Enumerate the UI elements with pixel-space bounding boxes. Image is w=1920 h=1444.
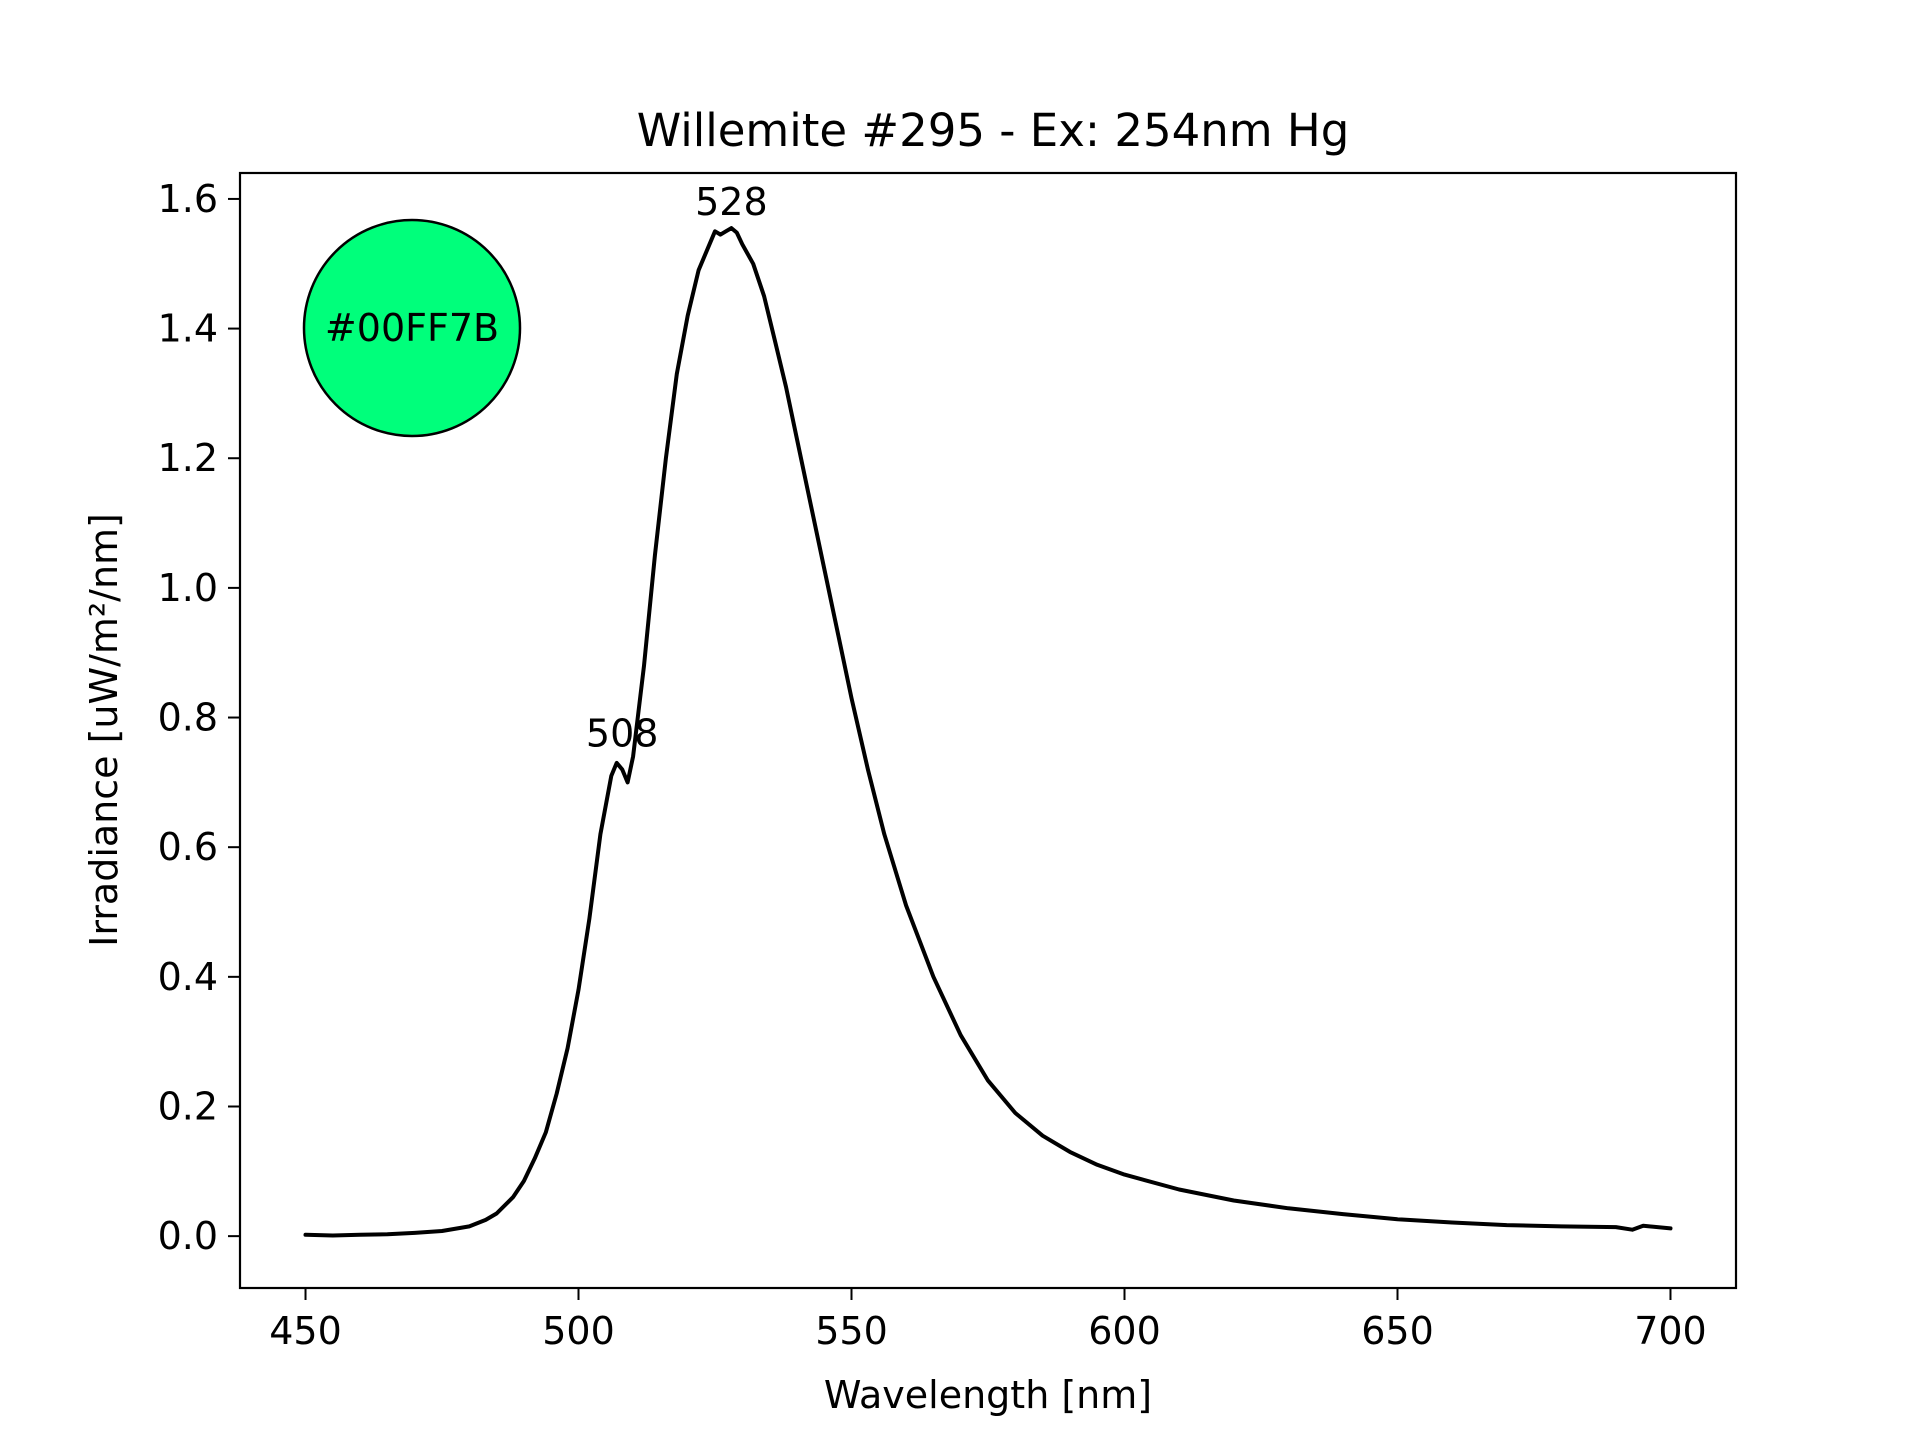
x-tick-label: 550	[815, 1309, 888, 1353]
x-tick-label: 600	[1088, 1309, 1161, 1353]
y-tick-label: 0.4	[158, 955, 218, 999]
y-tick-label: 1.4	[158, 307, 218, 351]
x-tick-label: 700	[1634, 1309, 1707, 1353]
y-tick-label: 1.0	[158, 566, 218, 610]
plot-frame	[238, 171, 1738, 1290]
y-axis-title: Irradiance [uW/m²/nm]	[82, 513, 126, 947]
annotations: 508 528	[586, 180, 768, 756]
swatch-label: #00FF7B	[325, 306, 499, 350]
y-tick-label: 1.2	[158, 436, 218, 480]
y-tick-label: 0.8	[158, 696, 218, 740]
color-swatch: #00FF7B	[302, 218, 522, 438]
x-tick-label: 500	[542, 1309, 615, 1353]
x-tick-label: 450	[269, 1309, 342, 1353]
plot-area	[303, 226, 1673, 1238]
y-tick-label: 0.2	[158, 1084, 218, 1128]
spectrum-line	[303, 226, 1673, 1238]
peak-label: 528	[695, 180, 768, 224]
y-tick-label: 0.6	[158, 825, 218, 869]
y-axis: 0.0 0.2 0.4 0.6 0.8 1.0 1.2 1.4 1.6	[158, 177, 240, 1258]
y-tick-label: 1.6	[158, 177, 218, 221]
x-axis-title: Wavelength [nm]	[824, 1373, 1152, 1417]
swatch-circle	[302, 218, 522, 438]
peak-label: 508	[586, 712, 659, 756]
x-axis: 450 500 550 600 650 700	[269, 1288, 1707, 1353]
chart-title: Willemite #295 - Ex: 254nm Hg	[637, 104, 1350, 157]
y-tick-label: 0.0	[158, 1214, 218, 1258]
x-tick-label: 650	[1361, 1309, 1434, 1353]
